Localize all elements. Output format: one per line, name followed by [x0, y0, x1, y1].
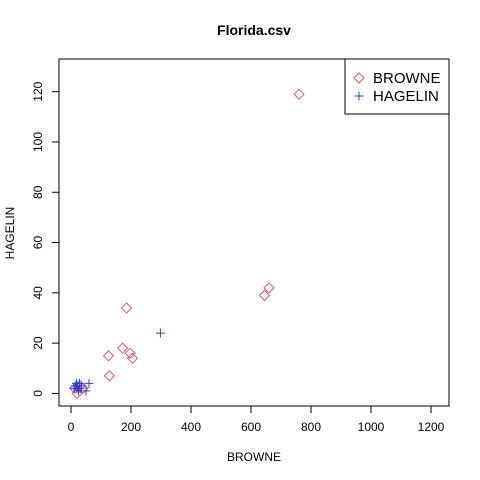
x-axis: 0 200 400 600 800 1000 1200	[68, 405, 445, 434]
x-tick-label: 600	[241, 420, 261, 434]
chart-title: Florida.csv	[217, 22, 291, 38]
point-hagelin	[81, 386, 91, 396]
point-browne	[126, 352, 139, 364]
point-hagelin	[84, 378, 94, 388]
y-tick-label: 40	[31, 286, 45, 300]
y-axis-label: HAGELIN	[3, 207, 17, 260]
point-browne	[124, 347, 136, 359]
series-hagelin	[69, 328, 165, 396]
x-tick-label: 800	[301, 420, 321, 434]
x-tick-label: 200	[121, 420, 141, 434]
y-tick-label: 20	[31, 336, 45, 350]
point-browne	[263, 282, 275, 294]
y-axis: 0 20 40 60 80 100 120	[31, 81, 60, 397]
legend-marker-hagelin	[354, 91, 364, 101]
data-points	[69, 88, 305, 400]
x-tick-label: 0	[68, 420, 75, 434]
y-tick-label: 100	[31, 132, 45, 152]
x-axis-label: BROWNE	[227, 450, 281, 464]
point-hagelin	[77, 381, 86, 391]
y-tick-label: 60	[31, 236, 45, 250]
point-browne	[103, 370, 116, 382]
series-browne	[69, 88, 305, 400]
point-browne	[293, 88, 305, 100]
legend-label-browne: BROWNE	[373, 70, 441, 87]
legend-box	[344, 58, 450, 115]
point-hagelin	[155, 328, 165, 338]
point-browne	[258, 289, 271, 302]
x-tick-label: 400	[181, 420, 201, 434]
point-browne	[120, 302, 133, 314]
y-tick-label: 80	[31, 185, 45, 199]
legend-marker-browne	[353, 72, 365, 84]
x-tick-label: 1000	[358, 420, 385, 434]
legend-label-hagelin: HAGELIN	[373, 88, 439, 105]
x-tick-label: 1200	[418, 420, 445, 434]
y-tick-label: 0	[31, 390, 45, 397]
point-browne	[102, 350, 115, 362]
y-tick-label: 120	[31, 81, 45, 101]
point-browne	[116, 342, 129, 354]
